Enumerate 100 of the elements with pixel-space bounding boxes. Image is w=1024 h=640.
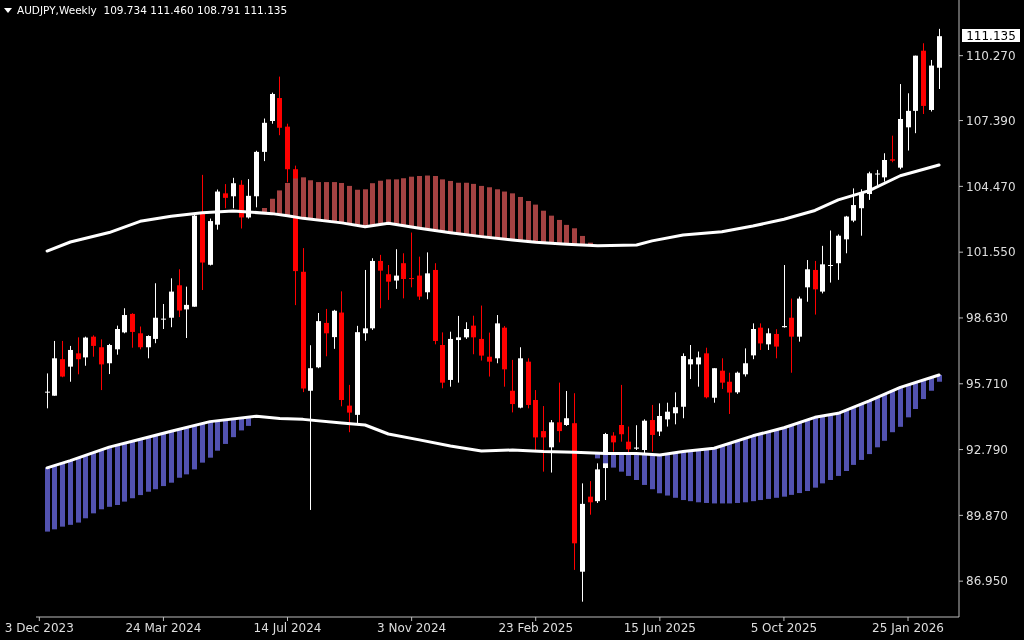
candlestick	[107, 343, 112, 375]
bar	[789, 425, 794, 495]
candlestick	[727, 372, 732, 415]
bar	[378, 180, 383, 225]
bar	[99, 449, 104, 510]
bar	[76, 457, 81, 523]
bar	[332, 182, 337, 222]
bar	[122, 443, 127, 502]
bar	[882, 394, 887, 441]
candlestick	[153, 282, 158, 344]
candlestick	[735, 371, 740, 395]
x-tick-label: 3 Dec 2023	[4, 620, 74, 635]
candlestick	[673, 391, 678, 425]
bar	[564, 224, 569, 245]
candlestick	[363, 269, 368, 342]
candlestick	[828, 230, 833, 284]
candlestick	[417, 256, 422, 301]
candlestick	[541, 405, 546, 473]
y-tick-label: 98.630	[966, 311, 1008, 326]
x-tick-label: 3 Nov 2024	[377, 620, 447, 635]
bar	[688, 450, 693, 502]
x-tick-label: 24 Mar 2024	[125, 620, 202, 635]
bar	[650, 454, 655, 490]
candlestick	[766, 327, 771, 351]
bar	[355, 189, 360, 226]
bar	[285, 182, 290, 216]
candlestick	[456, 315, 461, 384]
bar	[820, 415, 825, 484]
bar	[115, 445, 120, 505]
bar	[386, 179, 391, 224]
candlestick	[394, 248, 399, 290]
bar	[906, 384, 911, 418]
bar	[456, 182, 461, 234]
bar	[409, 176, 414, 227]
candlestick	[805, 259, 810, 303]
bar	[696, 449, 701, 503]
x-tick-label: 5 Oct 2025	[750, 620, 818, 635]
bar	[836, 413, 841, 476]
candlestick	[122, 307, 127, 334]
candlestick	[789, 298, 794, 374]
bar	[890, 390, 895, 433]
bar	[83, 455, 88, 519]
candlestick	[347, 384, 352, 433]
bar	[774, 429, 779, 498]
candlestick	[115, 325, 120, 356]
bar	[479, 185, 484, 237]
bar	[177, 429, 182, 478]
bar	[751, 435, 756, 502]
candlestick	[60, 340, 65, 378]
bar	[813, 417, 818, 488]
bar	[215, 420, 220, 451]
bar	[308, 180, 313, 220]
text: 111.135	[961, 28, 1021, 43]
bar	[130, 441, 135, 499]
candlestick	[619, 384, 624, 443]
bar	[704, 449, 709, 503]
candlestick	[758, 322, 763, 351]
candlestick	[99, 338, 104, 391]
candlestick	[76, 336, 81, 375]
bar	[859, 404, 864, 460]
bar	[844, 410, 849, 471]
candlestick	[626, 426, 631, 454]
candlestick	[378, 254, 383, 309]
bar	[153, 435, 158, 490]
bar	[557, 219, 562, 244]
bar	[324, 182, 329, 222]
candlestick	[68, 345, 73, 383]
bar	[526, 201, 531, 242]
candlestick	[844, 215, 849, 254]
candlestick	[557, 382, 562, 443]
bar	[805, 419, 810, 492]
bar	[743, 438, 748, 503]
candlestick	[146, 334, 151, 359]
bar	[626, 453, 631, 476]
candlestick	[696, 351, 701, 388]
candlestick	[851, 187, 856, 223]
bar	[401, 178, 406, 226]
bar	[138, 439, 143, 496]
x-tick-label: 14 Jul 2024	[253, 620, 322, 635]
bar	[921, 379, 926, 400]
candlestick	[231, 177, 236, 209]
x-tick-label: 25 Jan 2026	[872, 620, 944, 635]
bar	[169, 431, 174, 483]
y-tick-label: 101.550	[966, 245, 1016, 260]
bar	[60, 463, 65, 527]
bar	[533, 204, 538, 243]
bar	[440, 179, 445, 232]
bar	[720, 445, 725, 504]
candlestick	[425, 251, 430, 300]
candlestick	[386, 264, 391, 301]
bar	[448, 180, 453, 233]
y-tick-label: 95.710	[966, 377, 1008, 392]
y-tick-label: 92.790	[966, 442, 1008, 457]
candlestick	[657, 402, 662, 437]
x-tick-label: 15 Jun 2025	[623, 620, 696, 635]
bar	[851, 406, 856, 465]
bar	[828, 414, 833, 480]
candlestick	[130, 312, 135, 349]
bar	[425, 175, 430, 230]
bar	[758, 433, 763, 501]
